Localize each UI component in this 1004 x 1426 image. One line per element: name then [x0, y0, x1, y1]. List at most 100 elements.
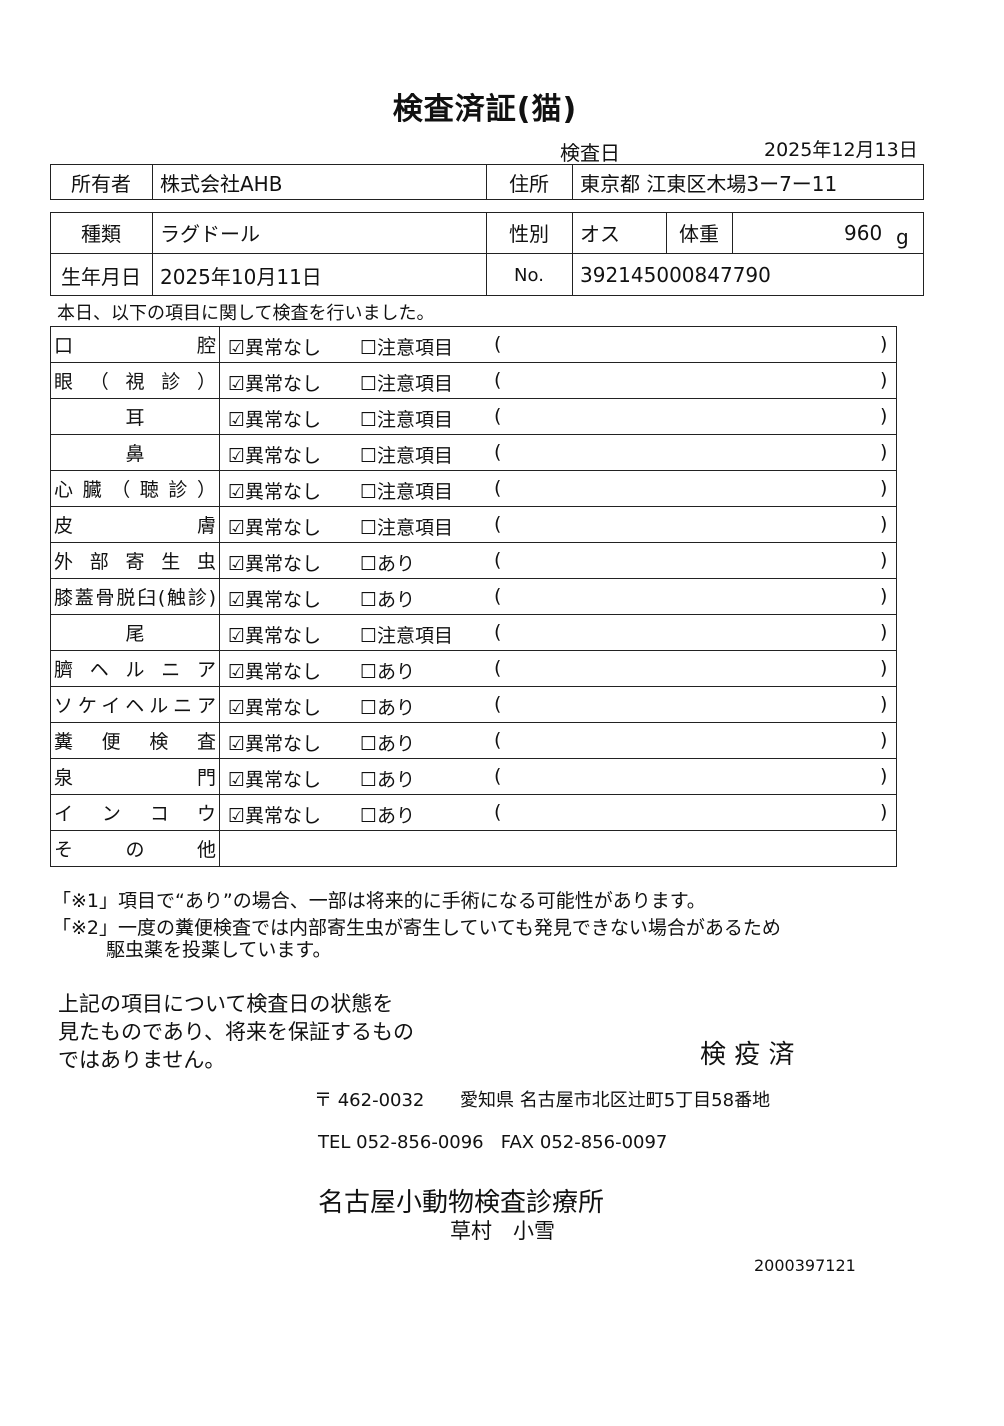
row-label: 臍ヘルニア [54, 659, 216, 681]
checkbox-checked-icon[interactable]: ☑ [228, 697, 246, 719]
disclaimer-line: 見たものであり、将来を保証するもの [58, 1020, 414, 1044]
checkbox-checked-icon[interactable]: ☑ [228, 373, 246, 395]
option-normal: 異常なし [245, 697, 322, 719]
checkbox-checked-icon[interactable]: ☑ [228, 625, 246, 647]
disclaimer: 上記の項目について検査日の状態を 見たものであり、将来を保証するもの ではありま… [58, 990, 414, 1074]
clinic-name: 名古屋小動物検査診療所 [318, 1188, 605, 1218]
row-label: 膝蓋骨脱臼(触診) [54, 587, 216, 609]
option-concern: あり [377, 733, 416, 755]
inspection-row: 膝蓋骨脱臼(触診)☑異常なし☐あり()※1 [50, 578, 897, 615]
checkbox-icon[interactable]: ☐ [360, 589, 378, 611]
paren-open: ( [494, 801, 502, 823]
checkbox-checked-icon[interactable]: ☑ [228, 589, 246, 611]
option-concern: 注意項目 [377, 625, 454, 647]
row-body: ☑異常なし ☐注意項目 () [219, 326, 897, 363]
option-concern: 注意項目 [377, 481, 454, 503]
address-label: 住所 [509, 171, 549, 196]
inspection-row: 皮膚 ☑異常なし ☐注意項目 () [50, 506, 897, 543]
row-label-cell: 皮膚 [50, 506, 220, 543]
checkbox-checked-icon[interactable]: ☑ [228, 481, 246, 503]
birth-value: 2025年10月11日 [160, 264, 322, 289]
checkbox-icon[interactable]: ☐ [360, 625, 378, 647]
row-label-cell: 臍ヘルニア [50, 650, 220, 687]
row-label: インコウ [54, 803, 216, 825]
checkbox-checked-icon[interactable]: ☑ [228, 445, 246, 467]
paren-open: ( [494, 441, 502, 463]
owner-table [50, 164, 924, 200]
disclaimer-line: ではありません。 [58, 1048, 226, 1072]
row-label-cell: ソケイヘルニア [50, 686, 220, 723]
checkbox-icon[interactable]: ☐ [360, 373, 378, 395]
row-label-cell: 膝蓋骨脱臼(触診) [50, 578, 220, 615]
inspection-row: 眼（視診） ☑異常なし ☐注意項目 () [50, 362, 897, 399]
checkbox-checked-icon[interactable]: ☑ [228, 769, 246, 791]
checkbox-icon[interactable]: ☐ [360, 481, 378, 503]
checkbox-icon[interactable]: ☐ [360, 697, 378, 719]
option-concern: 注意項目 [377, 337, 454, 359]
checkbox-icon[interactable]: ☐ [360, 769, 378, 791]
row-body: ☑異常なし☐あり()※1 [219, 686, 897, 723]
option-normal: 異常なし [245, 373, 322, 395]
option-normal: 異常なし [245, 445, 322, 467]
option-concern: あり [377, 589, 416, 611]
row-body: ☑異常なし ☐注意項目 () [219, 362, 897, 399]
checkbox-icon[interactable]: ☐ [360, 409, 378, 431]
owner-label: 所有者 [71, 171, 131, 196]
paren-close: ) [880, 657, 888, 679]
option-normal: 異常なし [245, 553, 322, 575]
sex-label: 性別 [509, 222, 549, 246]
row-label: 糞便検査 [54, 731, 216, 753]
row-label: 泉門 [54, 767, 216, 789]
checkbox-icon[interactable]: ☐ [360, 337, 378, 359]
inspection-row: 尾 ☑異常なし ☐注意項目 () [50, 614, 897, 651]
row-label: 外部寄生虫 [54, 551, 216, 573]
row-body: ☑異常なし☐あり()※2 [219, 722, 897, 759]
checkbox-icon[interactable]: ☐ [360, 445, 378, 467]
inspection-row: 耳 ☑異常なし ☐注意項目 () [50, 398, 897, 435]
option-concern: あり [377, 553, 416, 575]
birth-label: 生年月日 [61, 264, 141, 289]
checkbox-checked-icon[interactable]: ☑ [228, 409, 246, 431]
paren-close: ) [880, 441, 888, 463]
paren-close: ) [880, 549, 888, 571]
row-label: 眼（視診） [54, 371, 216, 393]
checkbox-icon[interactable]: ☐ [360, 661, 378, 683]
row-label-cell: インコウ [50, 794, 220, 831]
row-body: ☑異常なし ☐注意項目 () [219, 434, 897, 471]
number-label: No. [514, 264, 544, 286]
checkbox-checked-icon[interactable]: ☑ [228, 553, 246, 575]
weight-unit: g [896, 224, 909, 249]
checkbox-checked-icon[interactable]: ☑ [228, 337, 246, 359]
option-concern: あり [377, 661, 416, 683]
inspection-row: 鼻 ☑異常なし ☐注意項目 () [50, 434, 897, 471]
row-label-cell: 外部寄生虫 [50, 542, 220, 579]
vet-name: 草村 小雪 [450, 1219, 555, 1243]
quarantine-stamp: 検 疫 済 [700, 1040, 795, 1070]
row-label: その他 [54, 839, 216, 861]
option-concern: 注意項目 [377, 517, 454, 539]
checkbox-icon[interactable]: ☐ [360, 805, 378, 827]
address-value: 東京都 江東区木場3ー7ー11 [580, 171, 838, 196]
row-label: 耳 [125, 407, 145, 429]
paren-close: ) [880, 513, 888, 535]
checkbox-checked-icon[interactable]: ☑ [228, 805, 246, 827]
checkbox-icon[interactable]: ☐ [360, 517, 378, 539]
inspection-row: 口腔 ☑異常なし ☐注意項目 () [50, 326, 897, 363]
option-concern: あり [377, 769, 416, 791]
paren-open: ( [494, 693, 502, 715]
inspection-row: 臍ヘルニア☑異常なし☐あり()※1 [50, 650, 897, 687]
row-label-cell: 鼻 [50, 434, 220, 471]
checkbox-checked-icon[interactable]: ☑ [228, 661, 246, 683]
owner-value: 株式会社AHB [160, 171, 283, 196]
paren-open: ( [494, 621, 502, 643]
row-body: ☑異常なし ☐注意項目 () [219, 398, 897, 435]
checkbox-checked-icon[interactable]: ☑ [228, 517, 246, 539]
row-body: ☑異常なし ☐あり () [219, 758, 897, 795]
checkbox-icon[interactable]: ☐ [360, 733, 378, 755]
footnote-2-cont: 駆虫薬を投薬しています。 [106, 939, 332, 961]
checkbox-icon[interactable]: ☐ [360, 553, 378, 575]
checkbox-checked-icon[interactable]: ☑ [228, 733, 246, 755]
clinic-address: 愛知県 名古屋市北区辻町5丁目58番地 [460, 1090, 771, 1111]
number-value: 392145000847790 [580, 263, 771, 287]
